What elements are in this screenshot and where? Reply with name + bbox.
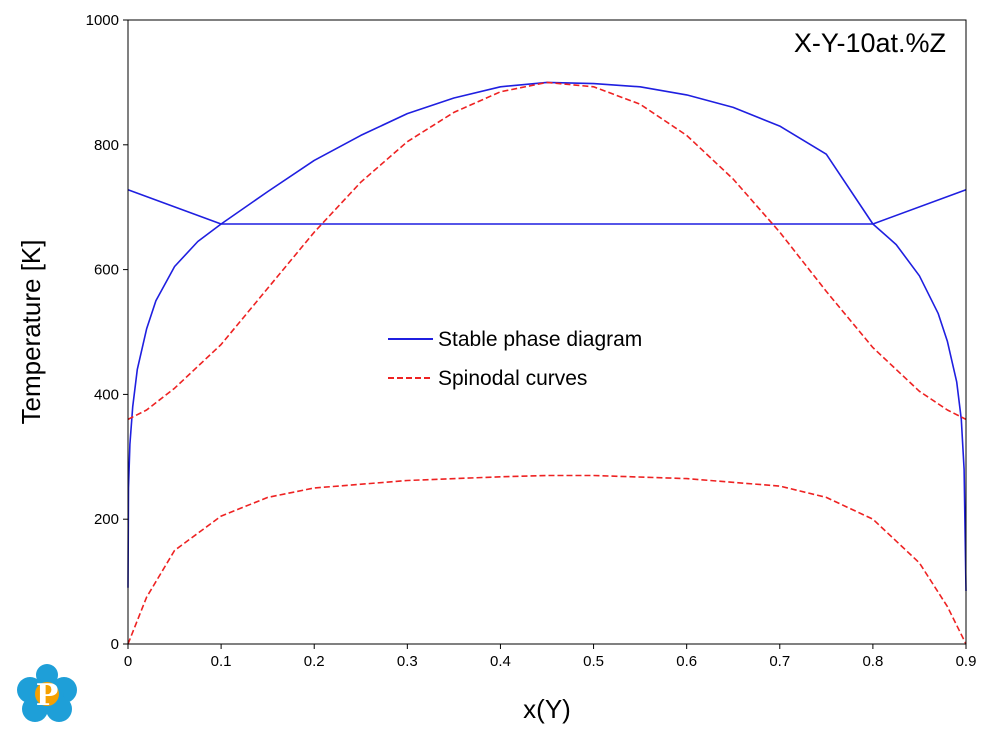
logo-icon: P [17, 664, 77, 722]
y-tick-label: 200 [94, 511, 119, 528]
x-tick-label: 0.9 [956, 653, 977, 670]
y-tick-label: 0 [111, 636, 119, 653]
legend: Stable phase diagram Spinodal curves [388, 328, 642, 390]
y-tick-label: 400 [94, 386, 119, 403]
x-tick-label: 0.5 [583, 653, 604, 670]
x-tick-label: 0.8 [862, 653, 883, 670]
plot-frame [127, 19, 967, 645]
chart-title: X-Y-10at.%Z [794, 28, 946, 58]
x-tick-label: 0 [124, 653, 132, 670]
y-tick-label: 1000 [86, 12, 119, 29]
x-axis-title: x(Y) [523, 694, 571, 724]
x-tick-label: 0.6 [676, 653, 697, 670]
x-tick-label: 0.2 [304, 653, 325, 670]
y-tick-label: 600 [94, 262, 119, 279]
series-line-stable-phase-diagram [127, 188, 967, 225]
x-tick-label: 0.7 [769, 653, 790, 670]
x-tick-label: 0.4 [490, 653, 511, 670]
series-line-spinodal-curves [127, 81, 967, 421]
logo-letter: P [36, 678, 59, 713]
y-tick-label: 800 [94, 137, 119, 154]
y-axis-title: Temperature [K] [16, 240, 46, 425]
series-layer [127, 81, 967, 645]
x-tick-label: 0.1 [211, 653, 232, 670]
x-tick-label: 0.3 [397, 653, 418, 670]
series-line-stable-phase-diagram [127, 81, 967, 592]
legend-label-stable-phase-diagram: Stable phase diagram [438, 328, 642, 351]
series-line-spinodal-curves [127, 474, 967, 645]
ticks-layer: 0 0.1 0.2 0.3 0.4 0.5 0.6 0.7 0.8 0.9 0 200 400 600 80… [86, 12, 977, 670]
legend-label-spinodal-curves: Spinodal curves [438, 367, 587, 390]
